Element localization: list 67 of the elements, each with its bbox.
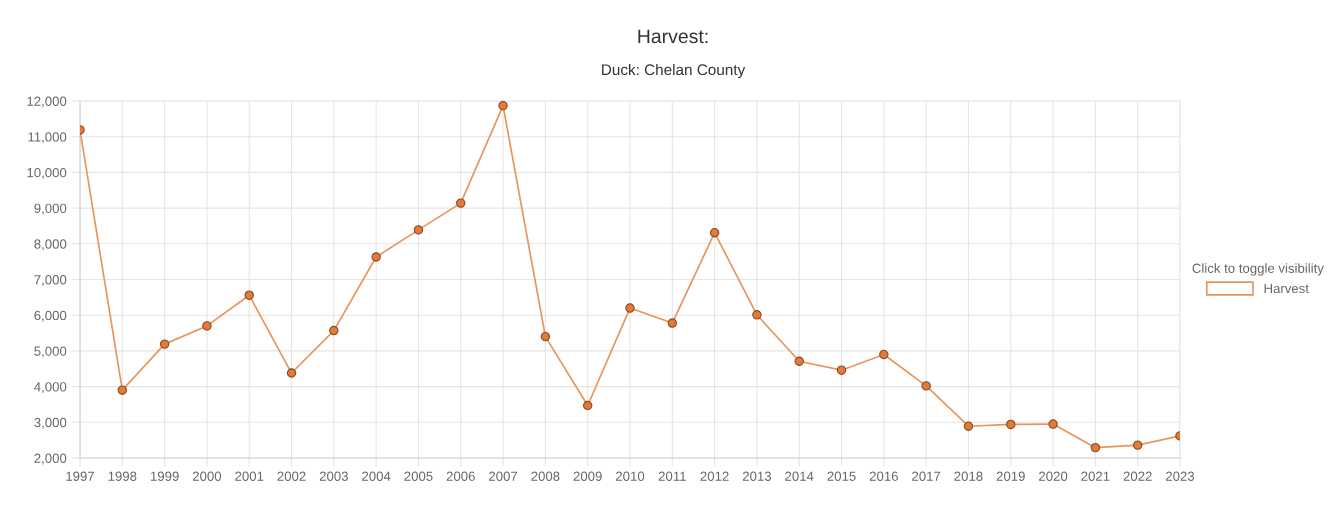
point	[456, 198, 466, 208]
point	[667, 318, 678, 328]
x-tick-label: 2005	[404, 471, 433, 481]
x-tick-label: 2011	[658, 471, 686, 481]
point	[1132, 440, 1143, 450]
x-tick-label: 1998	[108, 471, 137, 481]
point	[286, 368, 297, 378]
point	[329, 325, 339, 336]
x-tick-label: 2003	[319, 471, 348, 481]
x-tick-label: 2019	[996, 471, 1025, 481]
y-tick-label: 4,000	[34, 382, 67, 394]
point	[794, 356, 804, 366]
x-tick-label: 2016	[869, 471, 898, 481]
y-tick-label: 3,000	[34, 417, 67, 429]
point	[582, 400, 593, 411]
point	[879, 349, 889, 360]
point	[921, 381, 931, 391]
point	[498, 101, 508, 111]
legend-label: Harvest	[1264, 283, 1309, 294]
y-tick-label: 7,000	[34, 275, 67, 286]
point	[625, 303, 635, 313]
x-tick-label: 1997	[66, 471, 95, 481]
y-tick-label: 10,000	[27, 167, 67, 179]
x-tick-label: 2013	[742, 471, 772, 481]
legend-title: Click to toggle visibility	[1192, 263, 1324, 276]
point	[117, 385, 128, 395]
x-tick-label: 2010	[615, 471, 645, 481]
x-tick-label: 2023	[1165, 471, 1195, 481]
x-tick-label: 2012	[700, 471, 729, 481]
x-tick-label: 2002	[277, 471, 306, 481]
chart-title: Harvest:	[638, 29, 708, 44]
point	[1006, 419, 1016, 430]
point	[202, 321, 212, 331]
y-tick-label: 2,000	[34, 453, 67, 465]
x-tick-label: 2007	[489, 471, 518, 481]
y-tick-label: 6,000	[34, 310, 67, 322]
x-tick-label: 1999	[150, 471, 179, 481]
point	[371, 252, 381, 262]
point	[159, 339, 170, 349]
point	[963, 421, 974, 431]
point	[836, 365, 847, 375]
y-tick-label: 12,000	[27, 96, 67, 108]
x-tick-label: 2001	[235, 471, 264, 481]
point	[413, 225, 424, 235]
point	[1048, 419, 1058, 429]
x-tick-label: 2017	[912, 471, 941, 481]
point	[709, 228, 720, 238]
x-tick-label: 2022	[1123, 471, 1152, 481]
chart-subtitle: Duck: Chelan County	[602, 63, 746, 79]
x-tick-label: 2014	[785, 471, 814, 481]
x-tick-label: 2004	[362, 471, 391, 481]
x-tick-label: 2021	[1081, 471, 1110, 481]
point	[1090, 442, 1101, 453]
x-tick-label: 2008	[531, 471, 560, 481]
y-tick-label: 11,000	[28, 132, 67, 144]
y-tick-label: 8,000	[34, 239, 67, 251]
x-tick-label: 2006	[446, 471, 475, 481]
x-tick-label: 2015	[827, 471, 856, 481]
x-tick-label: 2009	[573, 471, 602, 481]
x-tick-label: 2018	[954, 471, 983, 481]
point	[244, 290, 254, 300]
point	[752, 310, 762, 320]
y-tick-label: 9,000	[34, 203, 67, 215]
y-tick-label: 5,000	[34, 346, 67, 358]
x-tick-label: 2020	[1039, 471, 1068, 481]
point	[540, 331, 551, 342]
x-tick-label: 2000	[192, 471, 222, 481]
